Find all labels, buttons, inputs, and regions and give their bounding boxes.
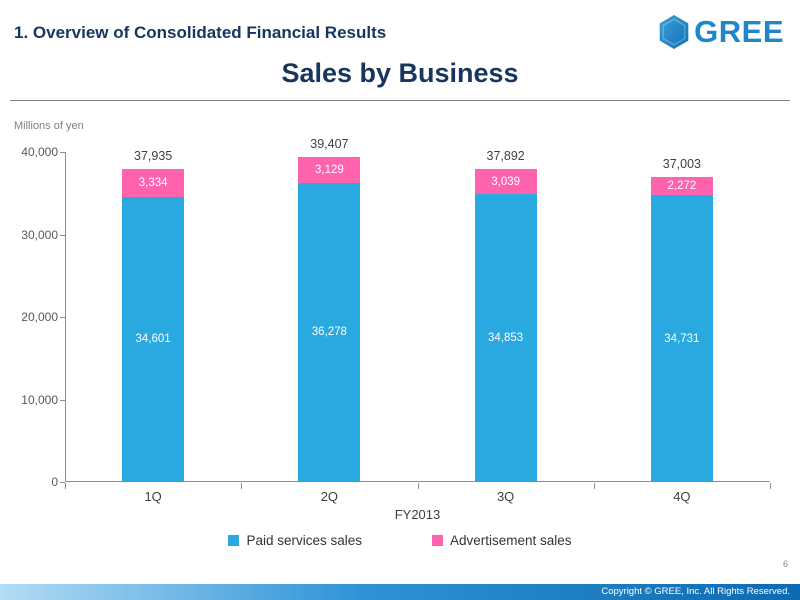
gree-logo: GREE xyxy=(659,14,784,50)
bar-total-label: 39,407 xyxy=(310,136,349,151)
section-title: 1. Overview of Consolidated Financial Re… xyxy=(14,23,387,42)
bar-total-label: 37,892 xyxy=(486,149,525,164)
bar-segment-advertisement: 3,129 xyxy=(298,156,361,183)
bar-segment-advertisement: 3,039 xyxy=(474,169,537,195)
bar-total-label: 37,003 xyxy=(662,156,701,171)
legend-item: Advertisement sales xyxy=(432,533,572,548)
x-axis-tick xyxy=(417,483,419,489)
units-label: Millions of yen xyxy=(14,120,84,132)
slide-title: Sales by Business xyxy=(281,58,519,88)
y-axis-tick xyxy=(60,152,65,153)
bar-column: 34,853 3,039 37,892 xyxy=(474,149,537,482)
y-axis-tick xyxy=(60,399,65,401)
bar-column: 36,278 3,129 39,407 xyxy=(298,137,361,482)
chart-plot-area xyxy=(65,152,770,482)
legend-swatch xyxy=(228,535,240,546)
bar-segment-paid-services: 34,601 xyxy=(122,196,185,482)
x-category-label: 1Q xyxy=(144,489,162,504)
bar-column: 34,601 3,334 37,935 xyxy=(122,149,185,482)
x-axis-tick xyxy=(593,483,595,489)
title-divider xyxy=(10,100,790,101)
bar-segment-paid-services: 36,278 xyxy=(298,182,361,482)
bar-total-label: 37,935 xyxy=(134,149,173,164)
y-axis-tick-label: 30,000 xyxy=(21,227,58,242)
copyright-text: Copyright © GREE, Inc. All Rights Reserv… xyxy=(601,586,790,597)
x-axis-tick xyxy=(241,483,243,489)
footer-bar: Copyright © GREE, Inc. All Rights Reserv… xyxy=(0,584,800,600)
y-axis-tick-label: 40,000 xyxy=(21,145,58,159)
bar-segment-advertisement: 3,334 xyxy=(122,169,185,197)
bar-segment-advertisement: 2,272 xyxy=(650,176,713,196)
legend-label: Paid services sales xyxy=(246,533,362,548)
x-category-label: 3Q xyxy=(496,489,515,504)
x-axis-tick xyxy=(65,483,66,489)
y-axis-tick xyxy=(60,234,65,236)
logo-text: GREE xyxy=(694,14,784,49)
gree-hexagon-icon xyxy=(659,15,689,49)
legend-swatch xyxy=(432,535,443,546)
y-axis-tick xyxy=(60,317,65,318)
y-axis-tick-label: 10,000 xyxy=(21,392,58,407)
y-axis-tick-label: 20,000 xyxy=(21,310,58,324)
y-axis-tick xyxy=(60,482,65,483)
bar-segment-paid-services: 34,853 xyxy=(474,194,537,482)
x-axis-label: FY2013 xyxy=(394,507,441,522)
y-axis-tick-label: 0 xyxy=(51,475,58,489)
chart-legend: Paid services sales Advertisement sales xyxy=(0,533,800,548)
legend-label: Advertisement sales xyxy=(450,533,572,548)
x-axis-tick xyxy=(770,483,771,489)
page-number: 6 xyxy=(782,559,788,569)
legend-item: Paid services sales xyxy=(228,533,362,548)
x-category-label: 2Q xyxy=(320,489,339,504)
bar-segment-paid-services: 34,731 xyxy=(650,195,713,482)
x-category-label: 4Q xyxy=(673,489,691,504)
bar-column: 34,731 2,272 37,003 xyxy=(650,152,713,482)
